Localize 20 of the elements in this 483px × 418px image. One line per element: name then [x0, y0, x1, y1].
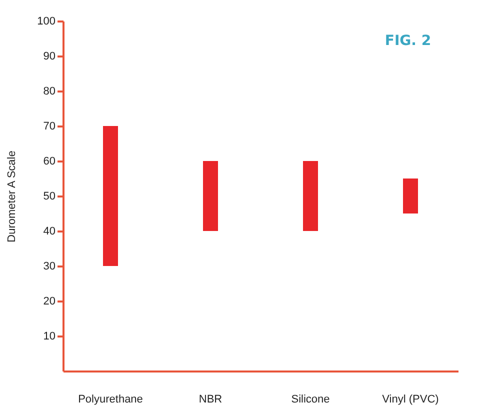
y-tick-label: 60 [43, 156, 56, 168]
bar [403, 178, 418, 214]
bar [103, 126, 118, 266]
x-tick-label: Polyurethane [78, 394, 143, 406]
x-tick-label: Vinyl (PVC) [382, 394, 439, 406]
bar [203, 161, 218, 231]
y-tick-label: 80 [43, 86, 56, 98]
y-tick-label: 90 [43, 50, 56, 62]
x-tick-label: NBR [198, 394, 222, 406]
y-tick-label: 10 [43, 330, 56, 342]
x-tick-label: Silicone [291, 394, 330, 406]
annotation: FIG. 2 [384, 33, 432, 49]
y-tick-label: 20 [43, 296, 56, 308]
bar [303, 161, 318, 231]
y-tick-label: 50 [43, 190, 56, 202]
y-tick-label: 40 [43, 226, 56, 238]
y-tick-label: 70 [43, 120, 56, 132]
y-axis-title: Durometer A Scale [6, 150, 18, 242]
y-tick-label: 30 [43, 260, 56, 272]
y-tick-label: 100 [37, 16, 56, 28]
